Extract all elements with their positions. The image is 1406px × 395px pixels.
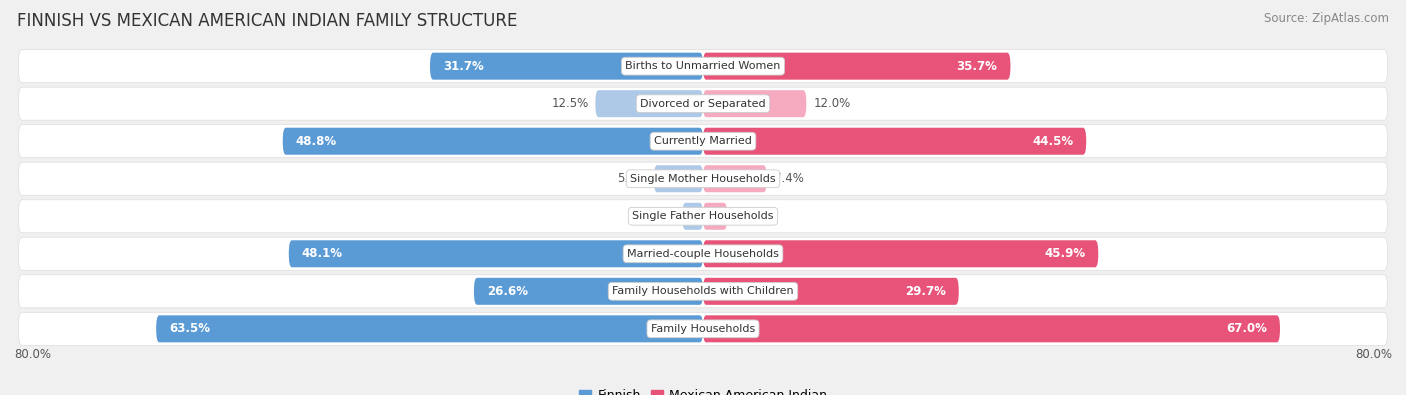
Text: 12.5%: 12.5% — [551, 97, 589, 110]
Text: Divorced or Separated: Divorced or Separated — [640, 99, 766, 109]
Text: 80.0%: 80.0% — [1355, 348, 1392, 361]
Text: Married-couple Households: Married-couple Households — [627, 249, 779, 259]
FancyBboxPatch shape — [18, 87, 1388, 120]
Text: 44.5%: 44.5% — [1032, 135, 1073, 148]
Text: 45.9%: 45.9% — [1045, 247, 1085, 260]
Text: 67.0%: 67.0% — [1226, 322, 1267, 335]
FancyBboxPatch shape — [18, 200, 1388, 233]
Text: 31.7%: 31.7% — [443, 60, 484, 73]
FancyBboxPatch shape — [703, 128, 1087, 155]
FancyBboxPatch shape — [474, 278, 703, 305]
Text: 48.1%: 48.1% — [302, 247, 343, 260]
FancyBboxPatch shape — [703, 90, 807, 117]
FancyBboxPatch shape — [703, 165, 766, 192]
Text: 35.7%: 35.7% — [956, 60, 997, 73]
Text: 5.7%: 5.7% — [617, 172, 647, 185]
Text: FINNISH VS MEXICAN AMERICAN INDIAN FAMILY STRUCTURE: FINNISH VS MEXICAN AMERICAN INDIAN FAMIL… — [17, 12, 517, 30]
Text: 48.8%: 48.8% — [295, 135, 337, 148]
Text: 12.0%: 12.0% — [813, 97, 851, 110]
FancyBboxPatch shape — [283, 128, 703, 155]
Text: 2.4%: 2.4% — [645, 210, 675, 223]
Text: Family Households with Children: Family Households with Children — [612, 286, 794, 296]
FancyBboxPatch shape — [595, 90, 703, 117]
Text: 7.4%: 7.4% — [773, 172, 803, 185]
FancyBboxPatch shape — [18, 50, 1388, 83]
FancyBboxPatch shape — [703, 315, 1279, 342]
Text: Single Mother Households: Single Mother Households — [630, 174, 776, 184]
FancyBboxPatch shape — [288, 240, 703, 267]
Text: Single Father Households: Single Father Households — [633, 211, 773, 221]
Text: Family Households: Family Households — [651, 324, 755, 334]
FancyBboxPatch shape — [156, 315, 703, 342]
Text: 63.5%: 63.5% — [169, 322, 209, 335]
Text: 26.6%: 26.6% — [486, 285, 527, 298]
Text: 2.8%: 2.8% — [734, 210, 763, 223]
Text: 29.7%: 29.7% — [905, 285, 946, 298]
Text: Source: ZipAtlas.com: Source: ZipAtlas.com — [1264, 12, 1389, 25]
FancyBboxPatch shape — [18, 312, 1388, 345]
FancyBboxPatch shape — [18, 275, 1388, 308]
Text: 80.0%: 80.0% — [14, 348, 51, 361]
FancyBboxPatch shape — [682, 203, 703, 230]
FancyBboxPatch shape — [703, 203, 727, 230]
Text: Births to Unmarried Women: Births to Unmarried Women — [626, 61, 780, 71]
Text: Currently Married: Currently Married — [654, 136, 752, 146]
Legend: Finnish, Mexican American Indian: Finnish, Mexican American Indian — [574, 384, 832, 395]
FancyBboxPatch shape — [18, 125, 1388, 158]
FancyBboxPatch shape — [430, 53, 703, 80]
FancyBboxPatch shape — [18, 237, 1388, 270]
FancyBboxPatch shape — [703, 240, 1098, 267]
FancyBboxPatch shape — [18, 162, 1388, 195]
FancyBboxPatch shape — [654, 165, 703, 192]
FancyBboxPatch shape — [703, 53, 1011, 80]
FancyBboxPatch shape — [703, 278, 959, 305]
